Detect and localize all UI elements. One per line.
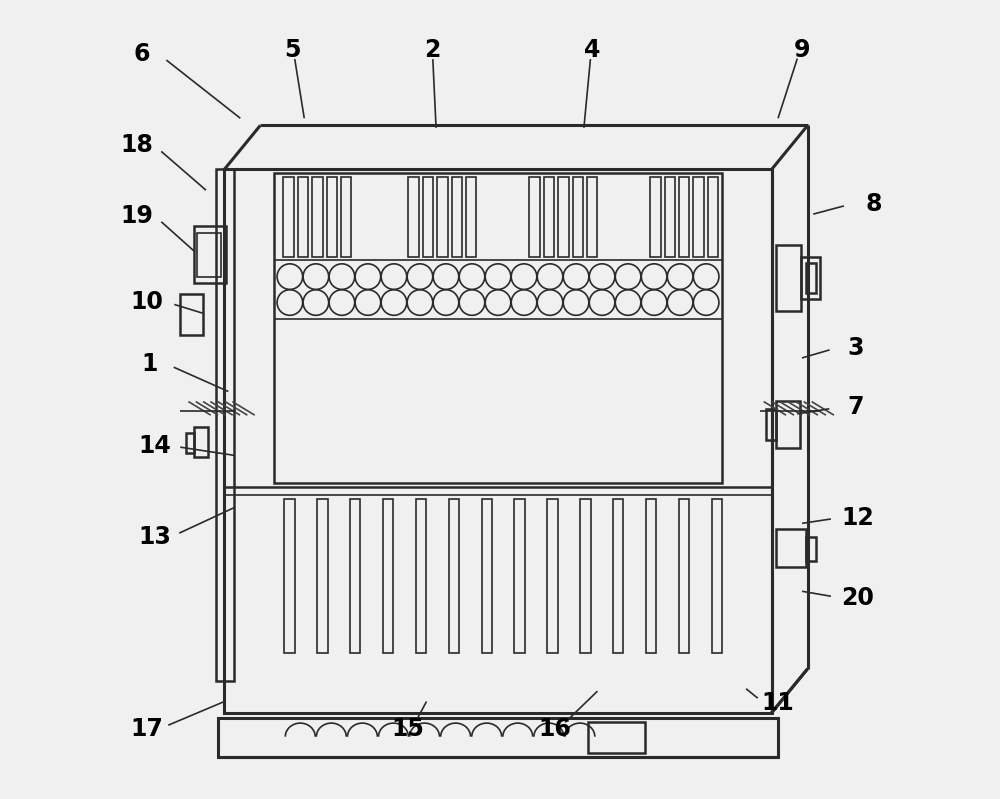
Bar [341, 177, 351, 257]
Text: 3: 3 [847, 336, 864, 360]
Text: 20: 20 [842, 586, 874, 610]
Text: 7: 7 [847, 396, 864, 419]
Text: 2: 2 [424, 38, 440, 62]
Bar [544, 177, 554, 257]
Bar [416, 499, 426, 653]
Bar [274, 173, 722, 483]
Text: 1: 1 [142, 352, 158, 376]
Bar [317, 499, 328, 653]
Bar [650, 177, 661, 257]
Text: 12: 12 [842, 506, 874, 530]
Bar [437, 177, 448, 257]
Bar [194, 226, 226, 284]
Bar [298, 177, 308, 257]
Bar [679, 177, 689, 257]
Bar [216, 169, 234, 681]
Bar [708, 177, 718, 257]
Bar [514, 499, 525, 653]
Bar [408, 177, 419, 257]
Text: 14: 14 [138, 434, 171, 458]
Text: 6: 6 [134, 42, 150, 66]
Bar [580, 499, 591, 653]
Bar [327, 177, 337, 257]
Bar [383, 499, 393, 653]
Text: 11: 11 [762, 691, 794, 715]
Bar [194, 427, 208, 457]
Text: 16: 16 [538, 717, 571, 741]
Bar [197, 233, 221, 277]
Text: 10: 10 [130, 290, 163, 314]
Bar [180, 293, 203, 335]
Bar [776, 245, 801, 311]
Bar [665, 177, 675, 257]
Bar [776, 529, 806, 567]
Bar [482, 499, 492, 653]
Bar [613, 499, 623, 653]
Text: 19: 19 [120, 204, 153, 228]
Bar [312, 177, 323, 257]
Bar [801, 257, 820, 299]
Bar [284, 499, 295, 653]
Bar [547, 499, 558, 653]
Text: 8: 8 [866, 192, 882, 216]
Bar [423, 177, 433, 257]
Text: 17: 17 [130, 717, 163, 741]
Text: 5: 5 [284, 38, 301, 62]
Bar [646, 499, 656, 653]
Text: 15: 15 [392, 717, 425, 741]
Bar [712, 499, 722, 653]
Bar [679, 499, 689, 653]
Bar [766, 409, 776, 439]
Bar [466, 177, 476, 257]
Bar [587, 177, 597, 257]
Text: 13: 13 [138, 525, 171, 549]
Bar [224, 169, 772, 713]
Bar [806, 537, 816, 561]
Text: 9: 9 [794, 38, 810, 62]
Bar [449, 499, 459, 653]
Bar [693, 177, 704, 257]
Bar [588, 722, 645, 753]
Text: 4: 4 [584, 38, 600, 62]
Bar [218, 718, 778, 757]
Bar [776, 401, 800, 447]
Text: 18: 18 [120, 133, 153, 157]
Bar [558, 177, 569, 257]
Bar [529, 177, 540, 257]
Bar [452, 177, 462, 257]
Bar [186, 432, 194, 452]
Bar [350, 499, 360, 653]
Bar [283, 177, 294, 257]
Bar [806, 263, 816, 293]
Bar [573, 177, 583, 257]
